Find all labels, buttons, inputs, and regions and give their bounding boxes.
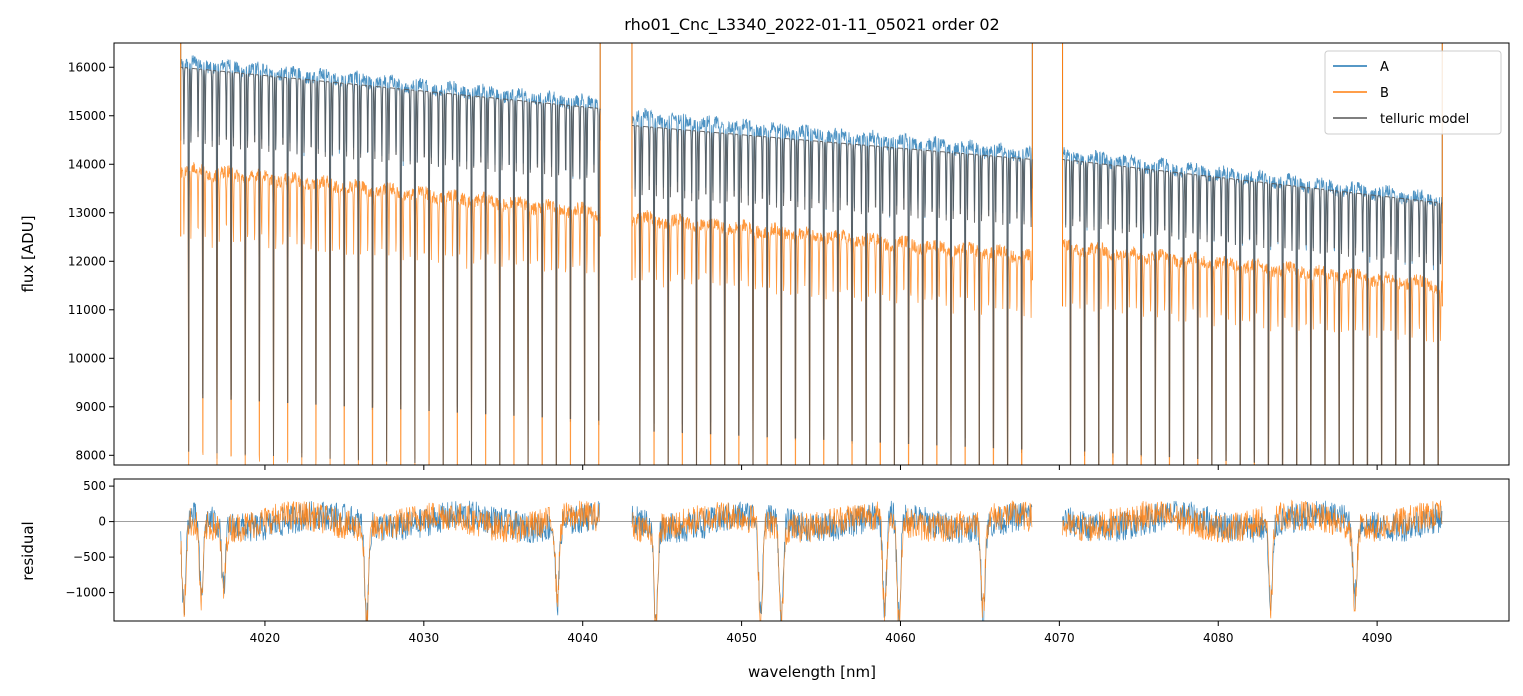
- flux-y-tick-label: 12000: [68, 254, 106, 268]
- flux-y-tick-label: 8000: [75, 448, 106, 462]
- flux-y-tick-label: 16000: [68, 60, 106, 74]
- x-tick-label: 4030: [409, 631, 440, 645]
- flux-axes-frame: [113, 42, 1510, 466]
- x-tick-label: 4020: [250, 631, 281, 645]
- flux-series-b-segment: [1062, 238, 1443, 465]
- chart-title: rho01_Cnc_L3340_2022-01-11_05021 order 0…: [624, 15, 999, 35]
- flux-series-telluric-model-segment: [1062, 158, 1443, 465]
- residual-series-a-segment: [631, 500, 1033, 621]
- residual-series-a-segment: [1062, 500, 1443, 612]
- flux-y-tick-label: 13000: [68, 206, 106, 220]
- residual-y-tick-label: 0: [98, 515, 106, 529]
- flux-series-telluric-model-segment: [180, 66, 601, 465]
- residual-plot-area: [114, 499, 1509, 621]
- flux-series-b-segment: [180, 162, 601, 465]
- flux-series-a-segment: [1062, 147, 1443, 465]
- flux-y-ticks: 8000 9000 10000 11000 12000 13000 14000 15000 16…: [68, 60, 114, 462]
- x-tick-label: 4040: [567, 631, 598, 645]
- flux-x-ticks: [264, 465, 1378, 470]
- residual-y-tick-label: 500: [83, 479, 106, 493]
- residual-y-tick-label: −1000: [65, 586, 106, 600]
- flux-series-b-segment: [631, 209, 1033, 465]
- flux-panel: 8000 9000 10000 11000 12000 13000 14000 15000 16…: [19, 42, 1510, 470]
- legend: A B telluric model: [1324, 50, 1502, 135]
- x-axis-label: wavelength [nm]: [748, 663, 876, 681]
- residual-series-b-segment: [1062, 499, 1443, 619]
- residual-y-tick-label: −500: [73, 550, 106, 564]
- x-tick-label: 4080: [1203, 631, 1234, 645]
- x-tick-label: 4060: [885, 631, 916, 645]
- legend-label-a: A: [1380, 60, 1389, 75]
- flux-series-telluric-model-segment: [632, 125, 1033, 465]
- flux-y-axis-label: flux [ADU]: [19, 215, 37, 292]
- residual-series-b-segment: [631, 500, 1033, 621]
- residual-axes-frame: [113, 478, 1510, 622]
- residual-y-ticks: −1000 −500 0 500: [65, 479, 114, 600]
- x-tick-label: 4090: [1362, 631, 1393, 645]
- x-tick-label: 4050: [726, 631, 757, 645]
- x-tick-label: 4070: [1044, 631, 1075, 645]
- flux-y-tick-label: 11000: [68, 303, 106, 317]
- legend-label-b: B: [1380, 86, 1389, 101]
- legend-label-telluric: telluric model: [1380, 112, 1469, 127]
- residual-series-b-segment: [180, 500, 601, 621]
- flux-y-tick-label: 14000: [68, 157, 106, 171]
- residual-x-ticks: 4020 4030 4040 4050 4060 4070 4080 4090: [250, 621, 1393, 645]
- legend-box: [1324, 50, 1502, 135]
- flux-y-tick-label: 9000: [75, 400, 106, 414]
- flux-y-tick-label: 10000: [68, 351, 106, 365]
- flux-y-tick-label: 15000: [68, 109, 106, 123]
- residual-y-axis-label: residual: [19, 521, 37, 580]
- flux-plot-area: [180, 43, 1443, 465]
